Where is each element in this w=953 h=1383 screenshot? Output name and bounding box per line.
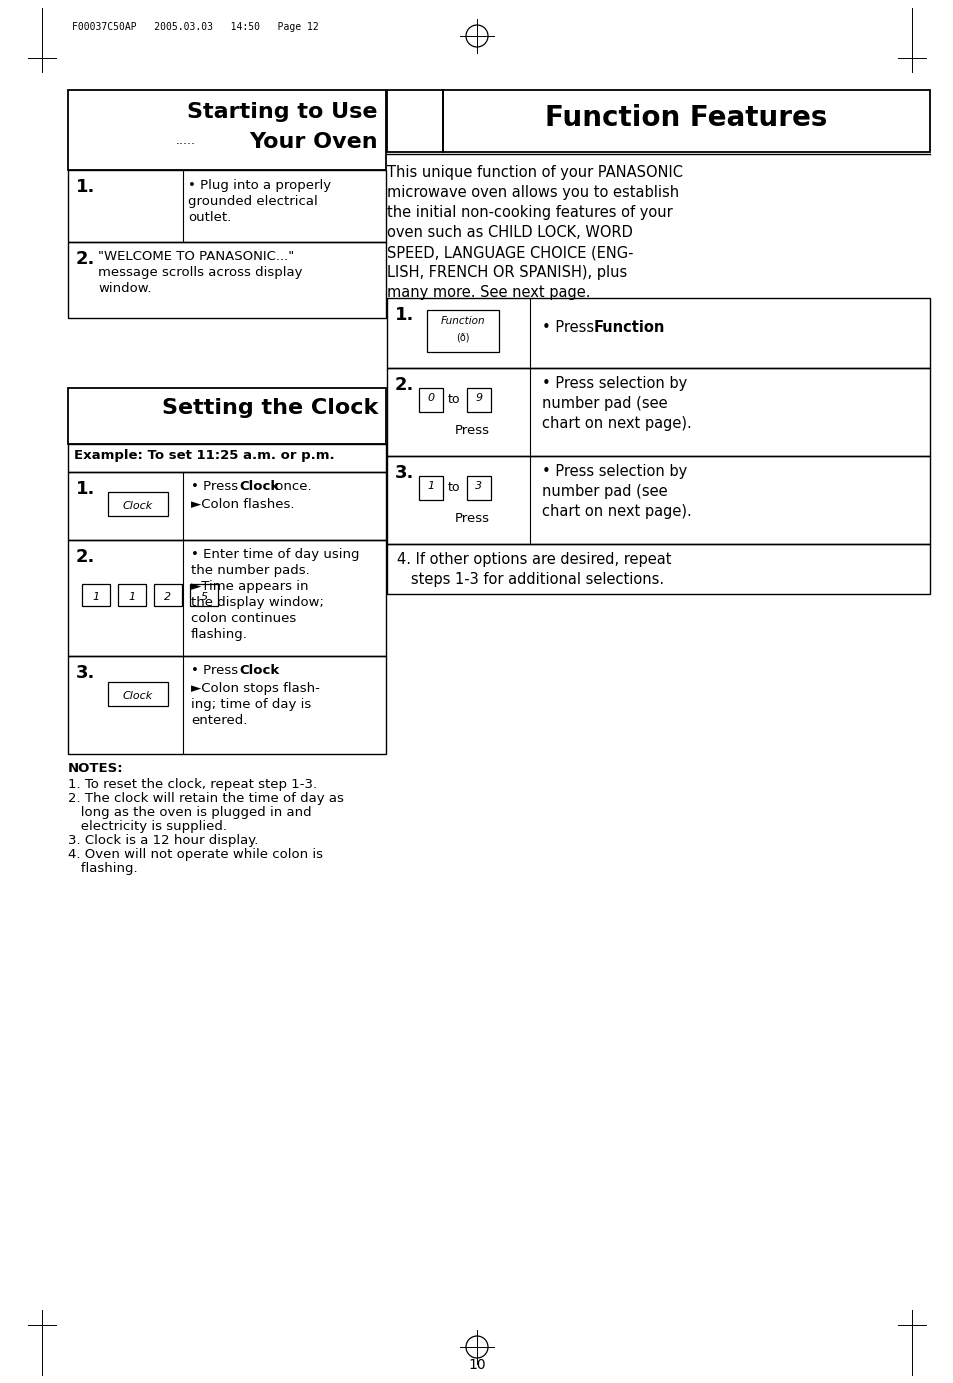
Text: • Press: • Press	[191, 480, 242, 492]
Text: 3.: 3.	[76, 664, 95, 682]
Text: • Press selection by
number pad (see
chart on next page).: • Press selection by number pad (see cha…	[541, 376, 691, 431]
Text: 10: 10	[468, 1358, 485, 1372]
Text: 4. If other options are desired, repeat
   steps 1-3 for additional selections.: 4. If other options are desired, repeat …	[396, 552, 671, 586]
Text: to: to	[448, 393, 460, 407]
Text: Press: Press	[454, 512, 489, 526]
Text: 3: 3	[475, 481, 482, 491]
Text: F00037C50AP   2005.03.03   14:50   Page 12: F00037C50AP 2005.03.03 14:50 Page 12	[71, 22, 318, 32]
Bar	[68, 90, 386, 170]
Text: 4. Oven will not operate while colon is: 4. Oven will not operate while colon is	[68, 848, 323, 862]
Text: Function: Function	[594, 319, 664, 335]
Bar	[190, 584, 218, 606]
Bar	[108, 682, 168, 705]
Bar	[68, 242, 386, 318]
Text: 1.: 1.	[76, 480, 95, 498]
Text: 3. Clock is a 12 hour display.: 3. Clock is a 12 hour display.	[68, 834, 258, 846]
Bar	[387, 456, 929, 544]
Text: flashing.: flashing.	[68, 862, 137, 875]
Text: Clock: Clock	[123, 501, 153, 510]
Text: ►Colon stops flash-: ►Colon stops flash-	[191, 682, 319, 696]
Text: 1.: 1.	[76, 178, 95, 196]
Bar	[68, 472, 386, 539]
Bar	[442, 90, 929, 152]
Bar	[467, 389, 491, 412]
Text: 1: 1	[427, 481, 435, 491]
Bar	[68, 539, 386, 656]
Text: Starting to Use: Starting to Use	[188, 102, 377, 122]
Text: • Press selection by
number pad (see
chart on next page).: • Press selection by number pad (see cha…	[541, 465, 691, 519]
Text: .....: .....	[175, 134, 195, 147]
Bar	[387, 90, 442, 152]
Bar	[68, 656, 386, 754]
Text: 1: 1	[129, 592, 135, 602]
Bar	[68, 389, 386, 444]
Bar	[427, 310, 498, 353]
Bar	[82, 584, 110, 606]
Text: • Press: • Press	[541, 319, 598, 335]
Text: Function: Function	[440, 315, 485, 326]
Text: Function Features: Function Features	[545, 104, 827, 131]
Text: ing; time of day is: ing; time of day is	[191, 698, 311, 711]
Text: entered.: entered.	[191, 714, 247, 727]
Text: long as the oven is plugged in and: long as the oven is plugged in and	[68, 806, 312, 819]
Text: Setting the Clock: Setting the Clock	[162, 398, 377, 418]
Text: 2: 2	[164, 592, 172, 602]
Bar	[387, 368, 929, 456]
Text: Clock: Clock	[239, 664, 279, 678]
Text: electricity is supplied.: electricity is supplied.	[68, 820, 227, 833]
Bar	[153, 584, 182, 606]
Text: 1. To reset the clock, repeat step 1-3.: 1. To reset the clock, repeat step 1-3.	[68, 779, 316, 791]
Text: • Enter time of day using
the number pads.
►Time appears in
the display window;
: • Enter time of day using the number pad…	[191, 548, 359, 640]
Text: once.: once.	[271, 480, 312, 492]
Text: 2.: 2.	[76, 548, 95, 566]
Bar	[387, 544, 929, 595]
Text: (ð): (ð)	[456, 332, 469, 342]
Text: 1: 1	[92, 592, 99, 602]
Bar	[68, 444, 386, 472]
Bar	[467, 476, 491, 501]
Bar	[118, 584, 146, 606]
Bar	[68, 170, 386, 242]
Text: 2.: 2.	[76, 250, 95, 268]
Text: 2.: 2.	[395, 376, 414, 394]
Text: Clock: Clock	[123, 692, 153, 701]
Text: Your Oven: Your Oven	[249, 131, 377, 152]
Text: 2. The clock will retain the time of day as: 2. The clock will retain the time of day…	[68, 792, 343, 805]
Text: Press: Press	[454, 425, 489, 437]
Bar	[387, 297, 929, 368]
Text: 0: 0	[427, 393, 435, 402]
Text: Clock: Clock	[239, 480, 279, 492]
Bar	[418, 476, 442, 501]
Text: "WELCOME TO PANASONIC..."
message scrolls across display
window.: "WELCOME TO PANASONIC..." message scroll…	[98, 250, 302, 295]
Text: 3.: 3.	[395, 465, 414, 483]
Text: 9: 9	[475, 393, 482, 402]
Text: NOTES:: NOTES:	[68, 762, 124, 774]
Text: 5: 5	[200, 592, 208, 602]
Text: ►Colon flashes.: ►Colon flashes.	[191, 498, 294, 510]
Bar	[108, 492, 168, 516]
Text: to: to	[448, 481, 460, 494]
Text: 1.: 1.	[395, 306, 414, 324]
Text: .: .	[658, 319, 662, 335]
Bar	[418, 389, 442, 412]
Text: This unique function of your PANASONIC
microwave oven allows you to establish
th: This unique function of your PANASONIC m…	[387, 165, 682, 300]
Text: • Plug into a properly
grounded electrical
outlet.: • Plug into a properly grounded electric…	[188, 178, 331, 224]
Text: • Press: • Press	[191, 664, 242, 678]
Text: Example: To set 11:25 a.m. or p.m.: Example: To set 11:25 a.m. or p.m.	[74, 449, 335, 462]
